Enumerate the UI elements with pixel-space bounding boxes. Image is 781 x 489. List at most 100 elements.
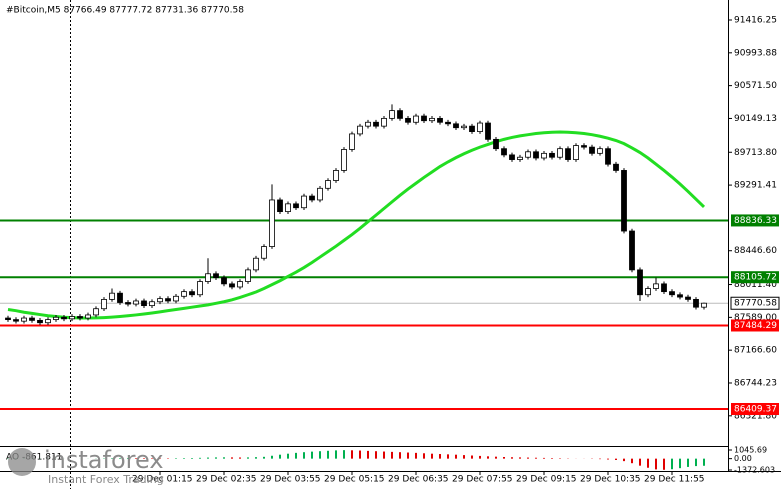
- candle-body: [509, 154, 515, 160]
- candle-body: [253, 257, 259, 271]
- candle-body: [133, 300, 139, 305]
- candle-body: [301, 195, 307, 209]
- candle-body: [309, 195, 315, 201]
- candle-body: [285, 203, 291, 213]
- candle-body: [85, 314, 91, 319]
- y-tick-label: 90571.50: [734, 81, 777, 91]
- candle-body: [13, 319, 19, 322]
- x-tick-label: 29 Dec 01:15: [132, 475, 193, 485]
- candle-body: [653, 283, 659, 289]
- candle-body: [637, 269, 643, 296]
- y-tick-label: 88446.60: [734, 246, 777, 256]
- y-tick-label: 88011.40: [734, 280, 777, 290]
- current-price-bg: [730, 296, 780, 310]
- candle-body: [413, 115, 419, 123]
- candle-body: [37, 319, 43, 324]
- candle-body: [21, 317, 27, 322]
- x-tick-label: 29 Dec 02:35: [196, 475, 257, 485]
- candle-body: [141, 300, 147, 307]
- candle-body: [557, 148, 563, 158]
- candle-body: [533, 151, 539, 159]
- x-tick-label: 29 Dec 11:55: [644, 475, 705, 485]
- candle-body: [381, 117, 387, 127]
- x-tick-label: 29 Dec 06:35: [388, 475, 449, 485]
- level-label-bg: [731, 402, 779, 415]
- y-tick-label: 87166.60: [734, 346, 777, 356]
- candle-body: [277, 199, 283, 213]
- candle-body: [469, 125, 475, 132]
- candle-body: [189, 291, 195, 296]
- candle-body: [621, 170, 627, 232]
- candle-body: [629, 230, 635, 271]
- x-tick-label: 29 Dec 07:55: [452, 475, 513, 485]
- chart-title: #Bitcoin,M5 87766.49 87777.72 87731.36 8…: [6, 6, 244, 16]
- y-tick-label: 90149.13: [734, 114, 777, 124]
- current-price-label: 87770.58: [734, 299, 777, 309]
- y-tick-label: 89291.41: [734, 181, 777, 191]
- candle-body: [437, 117, 443, 123]
- level-label: 87484.29: [734, 321, 777, 331]
- candle-body: [581, 145, 587, 148]
- candle-body: [229, 283, 235, 288]
- candle-body: [269, 199, 275, 247]
- ao-tick-label: 0.00: [734, 454, 752, 463]
- candle-body: [53, 316, 59, 321]
- candle-body: [677, 294, 683, 298]
- candle-body: [661, 283, 667, 293]
- candle-body: [445, 121, 451, 125]
- candle-body: [261, 246, 267, 259]
- candle-body: [389, 110, 395, 119]
- candle-body: [149, 301, 155, 307]
- candle-body: [613, 163, 619, 171]
- candle-body: [125, 302, 131, 305]
- y-tick-label: 91416.25: [734, 16, 777, 26]
- candle-body: [493, 138, 499, 150]
- candle-body: [565, 148, 571, 160]
- candle-body: [165, 298, 171, 302]
- candle-body: [517, 156, 523, 160]
- candle-body: [701, 302, 707, 308]
- logo-icon: [8, 448, 36, 476]
- candle-body: [421, 115, 427, 122]
- candle-body: [197, 281, 203, 296]
- logo-tagline: Instant Forex Trading: [48, 473, 164, 486]
- candle-body: [293, 203, 299, 209]
- level-label: 88836.33: [734, 216, 777, 226]
- ao-tick-label: -1372.603: [734, 466, 775, 475]
- candle-body: [405, 117, 411, 123]
- candle-body: [453, 123, 459, 129]
- candle-body: [541, 152, 547, 159]
- y-tick-label: 86744.23: [734, 378, 777, 388]
- candle-body: [341, 149, 347, 171]
- candle-body: [117, 292, 123, 303]
- level-label-bg: [731, 271, 779, 284]
- y-tick-label: 86321.80: [734, 411, 777, 421]
- candle-body: [157, 298, 163, 303]
- candle-body: [181, 291, 187, 297]
- candle-body: [69, 316, 75, 320]
- candle-body: [173, 295, 179, 302]
- candle-body: [573, 145, 579, 160]
- candle-body: [325, 180, 331, 189]
- candle-body: [349, 133, 355, 150]
- level-label: 86409.37: [734, 404, 777, 414]
- candle-body: [669, 291, 675, 296]
- ao-tick-label: 1045.69: [734, 446, 767, 455]
- candle-body: [373, 121, 379, 127]
- candle-body: [245, 269, 251, 282]
- candle-body: [205, 273, 211, 282]
- y-tick-label: 90993.88: [734, 48, 777, 58]
- candle-body: [501, 148, 507, 156]
- candle-body: [485, 122, 491, 140]
- candle-body: [101, 299, 107, 310]
- candle-body: [237, 281, 243, 288]
- moving-average: [7, 130, 706, 320]
- candle-body: [429, 117, 435, 122]
- candle-body: [685, 296, 691, 300]
- logo: instaforex Instant Forex Trading: [8, 446, 164, 486]
- y-tick-label: 87589.00: [734, 313, 777, 323]
- y-tick-label: 89713.80: [734, 148, 777, 158]
- candle-body: [645, 288, 651, 296]
- candle-body: [221, 277, 227, 285]
- candle-body: [397, 110, 403, 119]
